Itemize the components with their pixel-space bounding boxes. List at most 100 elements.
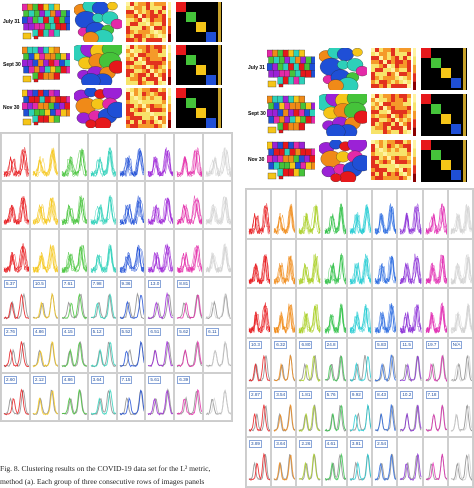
left-grid-curve-cell: 6.39 — [174, 373, 204, 421]
left-grid-curve-cell: 4.86 — [58, 373, 88, 421]
left-grid-curve-cell: 2.76 — [1, 325, 30, 373]
left-grid-curve-cell — [145, 181, 175, 229]
left-grid-curve-cell — [174, 133, 204, 181]
left-grid-cluster-value-label: 4.15 — [61, 328, 75, 336]
right-grid-curve-cell — [346, 238, 373, 289]
block-diagonal-tile — [421, 48, 467, 95]
right-grid-cluster-value-label: 5.83 — [375, 341, 389, 349]
left-grid-cluster-value-label: 4.86 — [32, 328, 46, 336]
left-grid-curve-cell — [174, 181, 204, 229]
similarity-heatmap-tile — [126, 88, 172, 133]
us-map-tile — [22, 2, 70, 47]
left-grid-curve-cell — [174, 229, 204, 277]
left-map-panel: July 31 Sept 30 Nov 30 — [0, 0, 233, 133]
right-grid-curve-cell — [271, 238, 297, 289]
left-grid-cluster-value-label: 6.51 — [148, 328, 162, 336]
left-grid-curve-cell — [29, 133, 59, 181]
right-grid-cluster-value-label: 6.32 — [274, 341, 288, 349]
right-grid-cluster-value-label: 1.81 — [299, 390, 313, 399]
left-grid-curve-cell: 7.15 — [116, 373, 146, 421]
right-grid-cluster-value-label: 2.26 — [299, 440, 313, 449]
left-grid-curve-cell — [203, 181, 232, 229]
right-grid-curve-cell — [246, 189, 272, 239]
right-grid-curve-cell — [422, 288, 448, 338]
left-grid-cluster-value-label: 7.98 — [90, 280, 104, 288]
similarity-heatmap-tile — [126, 45, 172, 90]
left-grid-curve-cell — [87, 133, 117, 181]
right-grid-cluster-value-label: 8.43 — [375, 390, 389, 399]
similarity-heatmap-tile — [126, 2, 172, 47]
right-grid-curve-cell: 1.81 — [296, 387, 322, 438]
us-map-tile — [267, 140, 315, 187]
right-grid-curve-cell — [346, 338, 373, 388]
left-grid-curve-cell: 5.37 — [1, 277, 30, 325]
right-grid-curve-cell — [447, 189, 473, 239]
right-grid-curve-cell — [321, 189, 347, 239]
right-grid-curve-cell — [372, 238, 398, 289]
left-grid-curve-cell: 5.52 — [116, 325, 146, 373]
europe-map-tile — [319, 48, 367, 95]
left-grid-curve-cell: 5.62 — [174, 325, 204, 373]
europe-map-tile — [319, 94, 367, 141]
left-grid-cluster-value-label: 6.11 — [206, 328, 219, 336]
right-map-row-label: Nov 30 — [248, 157, 265, 163]
left-grid-curve-cell — [145, 229, 175, 277]
left-grid-curve-cell — [29, 229, 59, 277]
right-grid-curve-cell: 3.89 — [246, 437, 272, 487]
right-grid-curve-cell — [447, 437, 473, 487]
right-grid-curve-cell — [372, 288, 398, 338]
right-grid-curve-cell — [422, 437, 448, 487]
figure-caption-line-1: Fig. 8. Clustering results on the COVID-… — [0, 464, 211, 473]
left-grid-curve-cell — [87, 181, 117, 229]
right-grid-curve-cell: 3.91 — [346, 437, 373, 487]
right-grid-curve-cell: 10.2 — [397, 387, 423, 438]
left-grid-curve-cell: 10.5 — [29, 277, 59, 325]
left-grid-curve-cell — [203, 229, 232, 277]
left-grid-cluster-value-label: 9.36 — [119, 280, 133, 288]
right-grid-curve-cell: N/A — [447, 338, 473, 388]
left-grid-curve-cell: 2.60 — [1, 373, 30, 421]
us-map-tile — [22, 88, 70, 133]
left-grid-curve-cell — [116, 133, 146, 181]
left-grid-curve-cell: 7.98 — [87, 277, 117, 325]
left-grid-curve-cell: 6.11 — [203, 325, 232, 373]
right-grid-curve-cell: 8.43 — [372, 387, 398, 438]
left-grid-cluster-value-label: 5.37 — [4, 280, 17, 288]
right-grid-cluster-value-label: 3.64 — [274, 440, 288, 449]
right-grid-cluster-value-label: 10.3 — [249, 341, 262, 349]
right-grid-cluster-value-label: 3.89 — [249, 440, 262, 449]
europe-map-tile — [319, 140, 367, 187]
left-grid-cluster-value-label: 3.64 — [90, 376, 104, 384]
right-grid-curve-cell: 6.32 — [271, 338, 297, 388]
right-grid-curve-cell: 24.8 — [321, 338, 347, 388]
right-grid-cluster-value-label: N/A — [450, 341, 463, 349]
right-grid-curve-cell — [372, 189, 398, 239]
left-grid-curve-cell — [58, 133, 88, 181]
right-cluster-grid: 10.3 6.32 6.80 24.8 5.83 11.5 19.7 N/A 2.87 3.54 1… — [245, 188, 474, 488]
right-grid-curve-cell — [397, 437, 423, 487]
right-grid-curve-cell — [447, 238, 473, 289]
left-grid-curve-cell: 5.12 — [87, 325, 117, 373]
right-grid-cluster-value-label: 6.80 — [299, 341, 313, 349]
left-grid-curve-cell — [1, 133, 30, 181]
right-grid-cluster-value-label: 3.54 — [274, 390, 288, 399]
left-grid-curve-cell: 5.61 — [145, 373, 175, 421]
left-grid-curve-cell: 6.51 — [145, 325, 175, 373]
left-grid-curve-cell — [203, 133, 232, 181]
right-grid-curve-cell — [422, 238, 448, 289]
left-map-row-label: Sept 30 — [3, 62, 21, 68]
right-grid-curve-cell — [321, 288, 347, 338]
right-grid-curve-cell: 5.83 — [372, 338, 398, 388]
left-grid-cluster-value-label: 10.5 — [32, 280, 46, 288]
right-grid-curve-cell — [246, 238, 272, 289]
left-grid-cluster-value-label: 5.62 — [177, 328, 191, 336]
right-grid-curve-cell: 3.64 — [271, 437, 297, 487]
left-grid-cluster-value-label: 2.76 — [4, 328, 17, 336]
right-grid-curve-cell — [296, 189, 322, 239]
left-grid-cluster-value-label: 6.39 — [177, 376, 191, 384]
left-grid-curve-cell: 2.12 — [29, 373, 59, 421]
right-grid-cluster-value-label: 11.5 — [400, 341, 413, 349]
left-grid-curve-cell — [203, 373, 232, 421]
right-grid-curve-cell: 10.3 — [246, 338, 272, 388]
right-grid-curve-cell — [397, 288, 423, 338]
